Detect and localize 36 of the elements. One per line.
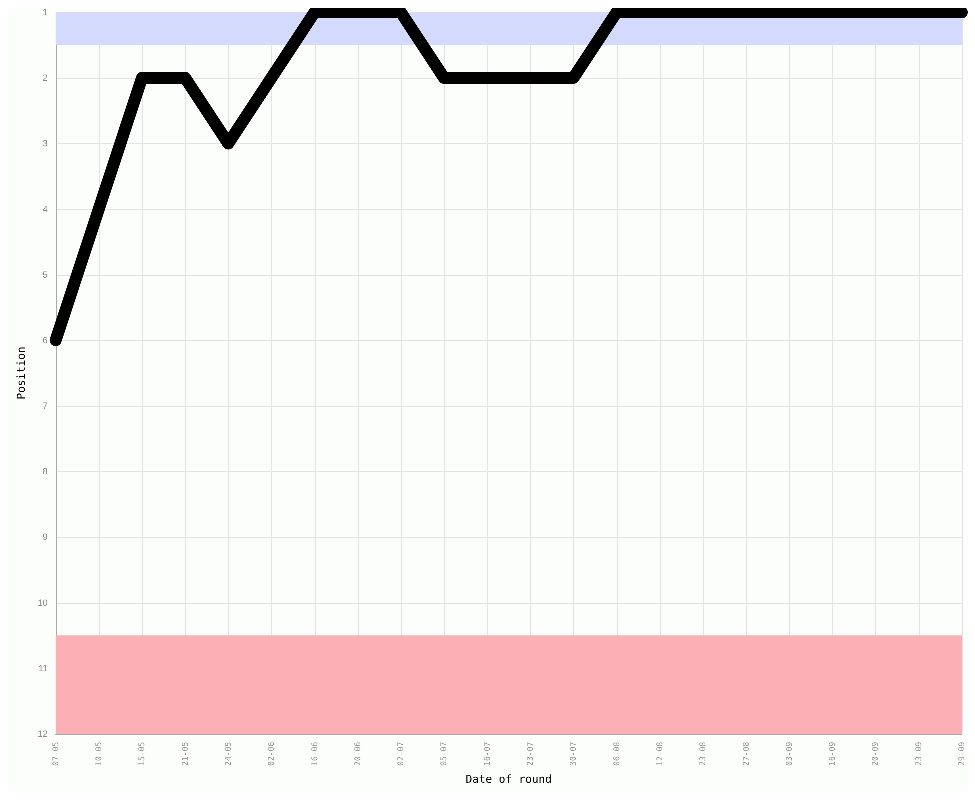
y-tick-label: 7 bbox=[42, 401, 48, 412]
x-tick-label: 05-07 bbox=[440, 742, 449, 766]
y-tick-label: 3 bbox=[42, 138, 48, 149]
x-tick-label: 06-08 bbox=[612, 742, 622, 766]
y-tick-label: 10 bbox=[38, 598, 48, 608]
y-tick-label: 8 bbox=[42, 466, 48, 477]
x-tick-label: 23-07 bbox=[526, 742, 536, 766]
y-tick-label: 1 bbox=[42, 8, 48, 18]
x-tick-label: 12-08 bbox=[655, 742, 664, 766]
x-tick-label: 20-09 bbox=[871, 742, 880, 766]
x-tick-label: 16-07 bbox=[482, 742, 492, 766]
y-tick-label: 5 bbox=[42, 270, 48, 280]
y-tick-label: 6 bbox=[42, 335, 48, 346]
x-tick-label: 23-09 bbox=[914, 742, 924, 766]
x-tick-label: 24-05 bbox=[224, 742, 233, 766]
y-tick-label: 11 bbox=[38, 663, 48, 674]
x-tick-label: 27-08 bbox=[742, 742, 751, 766]
x-tick-label: 02-07 bbox=[396, 742, 406, 766]
x-tick-label: 29-09 bbox=[958, 742, 966, 766]
x-tick-label: 02-06 bbox=[267, 742, 276, 766]
y-tick-label: 4 bbox=[42, 204, 48, 214]
x-tick-label: 20-06 bbox=[353, 742, 362, 766]
x-tick-label: 21-05 bbox=[180, 742, 190, 766]
y-axis-title: Position bbox=[15, 346, 28, 400]
x-tick-label: 16-06 bbox=[310, 742, 320, 766]
x-tick-label: 07-05 bbox=[51, 742, 60, 766]
y-tick-label: 12 bbox=[38, 729, 48, 739]
y-tick-label: 2 bbox=[42, 73, 48, 84]
x-tick-label: 23-08 bbox=[698, 742, 708, 766]
y-tick-label: 9 bbox=[42, 532, 48, 542]
x-tick-label: 15-05 bbox=[138, 742, 147, 766]
x-tick-label: 10-05 bbox=[94, 742, 104, 766]
x-tick-label: 03-09 bbox=[784, 742, 794, 766]
x-tick-label: 30-07 bbox=[569, 742, 578, 766]
x-tick-label: 16-09 bbox=[828, 742, 838, 766]
x-axis-title: Date of round bbox=[466, 773, 552, 786]
